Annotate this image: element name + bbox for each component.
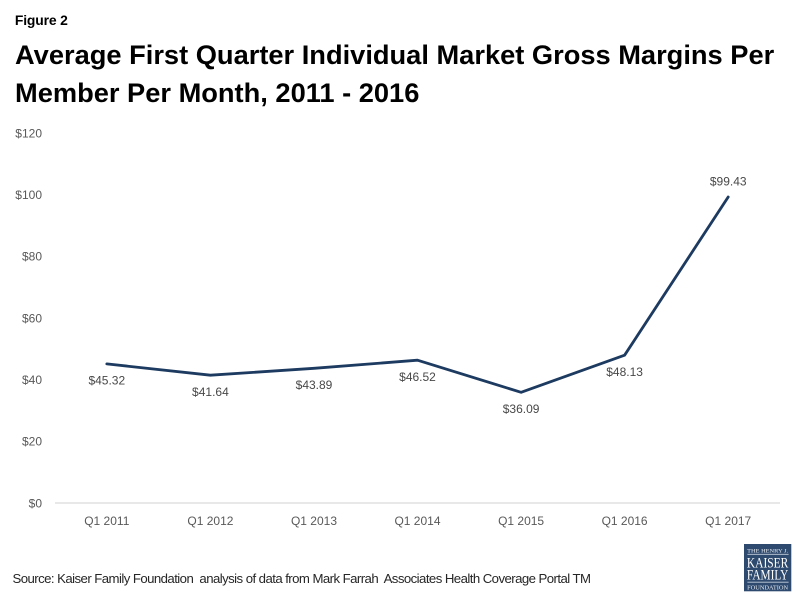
svg-text:$80: $80 [22,250,42,264]
svg-text:$46.52: $46.52 [399,370,436,384]
svg-text:$100: $100 [15,188,42,202]
svg-text:$43.89: $43.89 [296,378,333,392]
svg-text:Q1 2013: Q1 2013 [291,514,337,528]
svg-text:KAISER: KAISER [747,556,789,572]
svg-text:Q1 2017: Q1 2017 [705,514,751,528]
svg-text:FOUNDATION: FOUNDATION [747,584,789,591]
svg-text:$40: $40 [22,373,42,387]
svg-text:$120: $120 [15,126,42,140]
svg-text:Q1 2016: Q1 2016 [602,514,648,528]
svg-text:$45.32: $45.32 [88,374,125,388]
svg-text:$48.13: $48.13 [606,365,643,379]
svg-text:FAMILY: FAMILY [747,568,789,584]
svg-text:Q1 2011: Q1 2011 [84,514,129,528]
svg-text:$36.09: $36.09 [503,402,540,416]
svg-text:Q1 2015: Q1 2015 [498,514,544,528]
svg-text:$41.64: $41.64 [192,385,229,399]
svg-text:$60: $60 [22,311,42,325]
svg-text:$0: $0 [29,496,43,510]
svg-text:$99.43: $99.43 [710,174,747,188]
svg-text:Q1 2014: Q1 2014 [394,514,440,528]
svg-text:Q1 2012: Q1 2012 [187,514,233,528]
svg-text:THE HENRY J.: THE HENRY J. [747,549,789,555]
svg-text:$20: $20 [22,435,42,449]
